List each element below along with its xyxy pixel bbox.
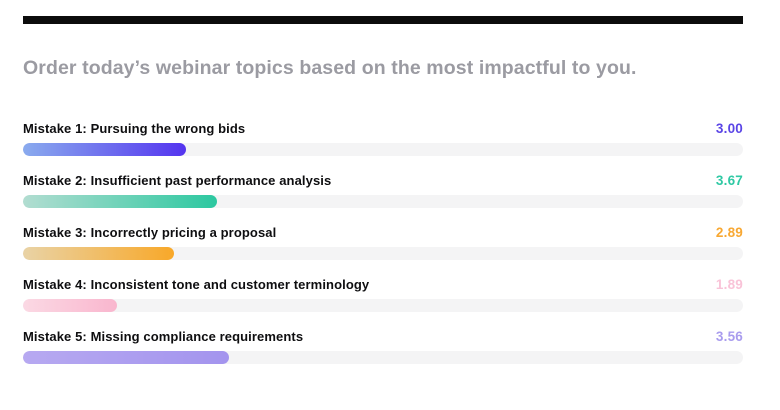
poll-results-list: Mistake 1: Pursuing the wrong bids 3.00 …	[23, 121, 743, 364]
score-bar-fill	[23, 299, 117, 312]
average-score-value: 2.89	[715, 225, 743, 240]
score-bar-fill	[23, 143, 186, 156]
topic-label: Mistake 2: Insufficient past performance…	[23, 173, 332, 188]
topic-label: Mistake 3: Incorrectly pricing a proposa…	[23, 225, 277, 240]
score-bar-fill	[23, 195, 218, 208]
poll-result-row: Mistake 2: Insufficient past performance…	[23, 173, 743, 208]
row-header: Mistake 1: Pursuing the wrong bids 3.00	[23, 121, 743, 136]
score-bar-track	[23, 351, 743, 364]
topic-label: Mistake 4: Inconsistent tone and custome…	[23, 277, 370, 292]
score-bar-track	[23, 299, 743, 312]
poll-result-row: Mistake 1: Pursuing the wrong bids 3.00	[23, 121, 743, 156]
row-header: Mistake 5: Missing compliance requiremen…	[23, 329, 743, 344]
poll-result-row: Mistake 3: Incorrectly pricing a proposa…	[23, 225, 743, 260]
score-bar-fill	[23, 351, 229, 364]
row-header: Mistake 3: Incorrectly pricing a proposa…	[23, 225, 743, 240]
score-bar-track	[23, 247, 743, 260]
score-bar-fill	[23, 247, 175, 260]
topic-label: Mistake 1: Pursuing the wrong bids	[23, 121, 246, 136]
poll-question-title: Order today’s webinar topics based on th…	[23, 57, 637, 79]
row-header: Mistake 4: Inconsistent tone and custome…	[23, 277, 743, 292]
poll-result-row: Mistake 4: Inconsistent tone and custome…	[23, 277, 743, 312]
score-bar-track	[23, 195, 743, 208]
topic-label: Mistake 5: Missing compliance requiremen…	[23, 329, 304, 344]
top-divider-rule	[23, 16, 743, 24]
row-header: Mistake 2: Insufficient past performance…	[23, 173, 743, 188]
average-score-value: 3.67	[715, 173, 743, 188]
poll-result-row: Mistake 5: Missing compliance requiremen…	[23, 329, 743, 364]
average-score-value: 3.00	[715, 121, 743, 136]
score-bar-track	[23, 143, 743, 156]
average-score-value: 3.56	[715, 329, 743, 344]
average-score-value: 1.89	[715, 277, 743, 292]
